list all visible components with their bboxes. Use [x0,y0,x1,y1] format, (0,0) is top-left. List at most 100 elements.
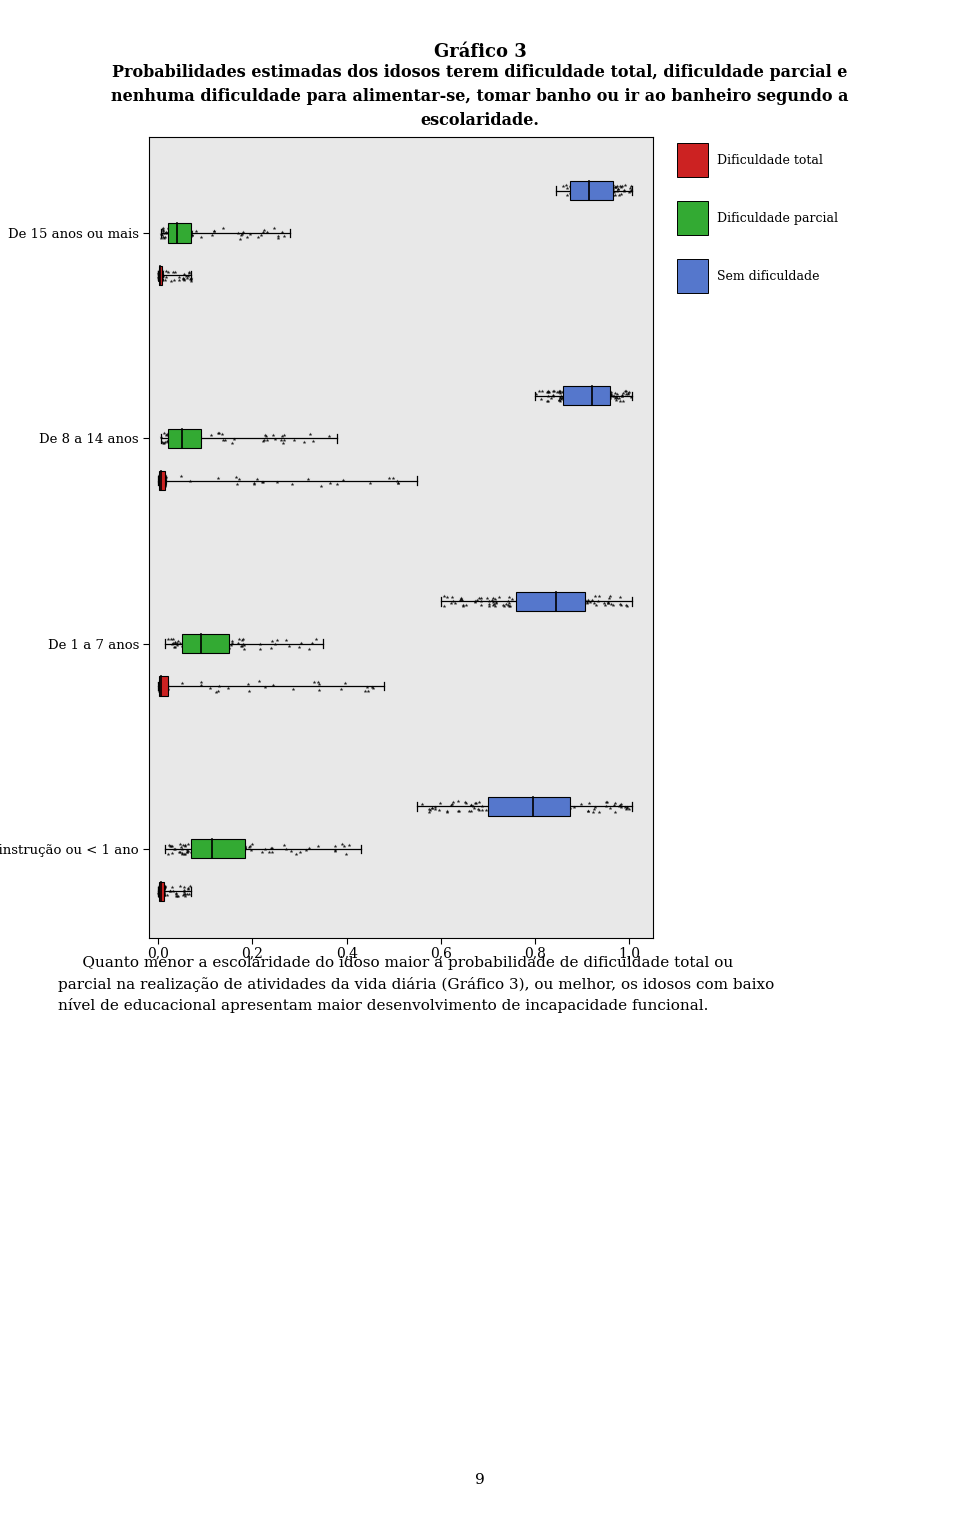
Point [152,464,167,488]
Point [177,875,192,900]
Point [211,636,227,660]
Point [548,587,564,612]
Point [172,221,187,246]
Point [613,181,629,206]
Point [236,839,252,863]
Point [180,265,195,290]
Point [158,676,174,700]
Point [158,677,174,702]
Point [182,874,198,898]
Point [492,799,507,824]
Point [155,671,170,695]
Point [600,172,615,197]
Point [221,839,236,863]
Point [444,793,460,817]
Point [555,174,570,198]
Point [195,833,210,857]
Point [167,217,182,241]
Point [201,834,216,859]
Point [496,799,512,824]
Point [265,836,280,860]
Point [516,593,532,618]
Point [182,223,198,247]
Point [598,174,613,198]
Point [152,267,167,291]
Point [221,628,236,653]
Point [175,429,190,453]
Point [596,174,612,198]
Point [455,593,470,618]
Point [500,790,516,814]
Point [556,386,571,410]
Point [578,386,593,410]
Point [152,265,167,290]
Point [168,421,183,445]
Point [471,586,487,610]
Point [606,174,621,198]
Point [176,429,191,453]
Point [556,381,571,406]
Point [154,677,169,702]
Point [623,178,638,203]
Point [160,215,176,239]
Point [174,422,189,447]
Point [495,593,511,618]
Point [219,839,234,863]
Point [563,796,578,820]
Point [592,180,608,204]
Point [558,790,573,814]
Point [557,590,572,615]
Point [156,877,172,901]
Point [154,264,169,288]
Point [587,181,602,206]
Point [156,674,171,698]
Point [604,174,619,198]
Point [156,470,172,494]
Point [222,842,237,866]
Point [616,178,632,203]
Point [152,265,167,290]
Point [275,220,290,244]
Point [180,215,195,239]
Point [151,267,166,291]
Point [267,631,282,656]
Point [154,267,169,291]
Point [153,464,168,488]
Point [571,177,587,201]
Point [151,267,166,291]
Point [287,429,302,453]
Point [181,421,197,445]
Point [154,877,169,901]
Point [225,631,240,656]
Point [155,259,170,284]
Point [155,883,170,907]
Point [602,383,617,407]
Point [175,429,190,453]
Point [172,874,187,898]
Point [293,631,308,656]
Point [156,877,171,901]
Point [603,383,618,407]
Point [210,679,226,703]
Point [327,839,343,863]
Point [153,267,168,291]
Point [605,178,620,203]
Point [155,875,170,900]
Point [179,636,194,660]
Point [156,883,171,907]
Point [165,215,180,239]
Point [154,464,169,488]
Point [572,381,588,406]
Point [193,226,208,250]
Point [587,177,602,201]
Point [153,673,168,697]
Point [570,174,586,198]
Point [153,268,168,293]
Point [186,839,202,863]
Point [216,628,231,653]
Point [540,790,555,814]
Point [264,628,279,653]
Point [218,633,233,657]
Point [156,471,171,496]
Point [210,465,226,490]
